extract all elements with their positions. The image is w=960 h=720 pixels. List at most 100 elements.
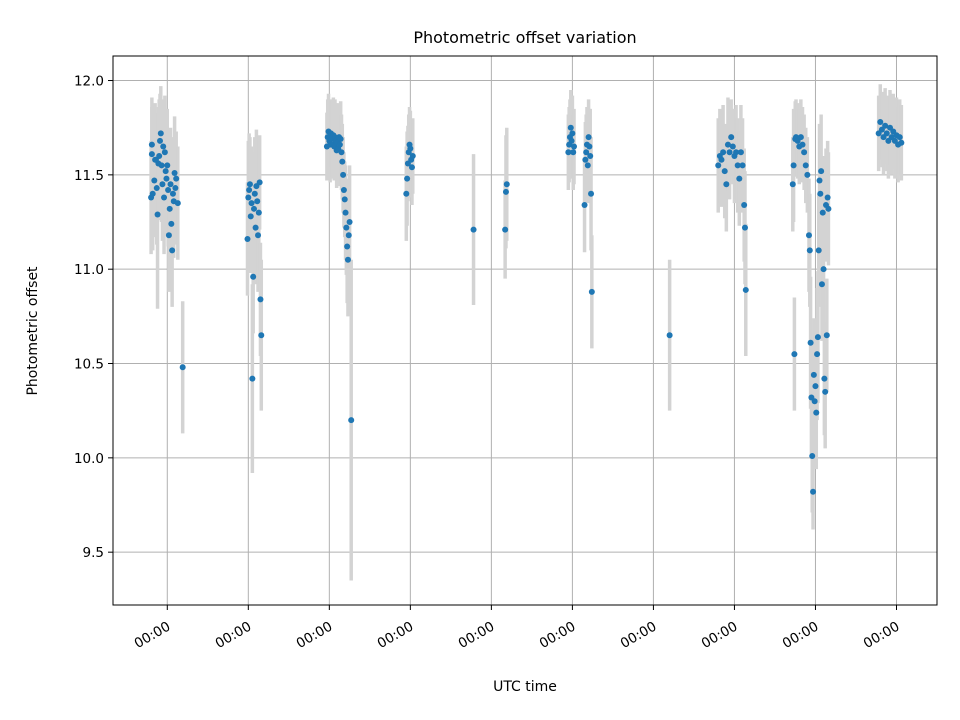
data-point xyxy=(811,398,818,405)
data-point xyxy=(341,196,348,203)
data-point xyxy=(246,181,253,188)
data-point xyxy=(567,124,574,131)
data-point xyxy=(339,158,346,165)
data-point xyxy=(165,186,172,193)
data-point xyxy=(503,181,510,188)
data-point xyxy=(171,169,178,176)
data-point xyxy=(337,136,344,143)
data-point xyxy=(336,141,343,148)
data-point xyxy=(571,143,578,150)
data-point xyxy=(736,175,743,182)
data-point xyxy=(816,177,823,184)
data-point xyxy=(246,186,253,193)
y-tick-label: 10.5 xyxy=(74,357,104,373)
data-point xyxy=(255,209,262,216)
data-point xyxy=(898,139,905,146)
data-point xyxy=(174,200,181,207)
data-point xyxy=(409,152,416,159)
data-point xyxy=(728,134,735,141)
data-point xyxy=(877,119,884,126)
data-point xyxy=(179,364,186,371)
data-point xyxy=(729,143,736,150)
data-point xyxy=(407,145,414,152)
data-point xyxy=(173,175,180,182)
data-point xyxy=(338,149,345,156)
data-point xyxy=(148,151,155,158)
data-point xyxy=(344,256,351,263)
data-point xyxy=(404,175,411,182)
data-point xyxy=(169,247,176,254)
data-point xyxy=(470,226,477,233)
data-point xyxy=(149,190,156,197)
data-point xyxy=(565,149,572,156)
data-point xyxy=(247,213,254,220)
data-point xyxy=(168,220,175,227)
data-point xyxy=(340,186,347,193)
data-point xyxy=(588,190,595,197)
y-tick-label: 12.0 xyxy=(74,74,104,90)
data-point xyxy=(252,224,259,231)
data-point xyxy=(814,351,821,358)
data-point xyxy=(569,130,576,137)
y-axis-ticks: 9.5 10.0 10.5 11.0 11.5 12.0 xyxy=(74,74,113,561)
data-point xyxy=(809,452,816,459)
data-point xyxy=(161,149,168,156)
data-point xyxy=(250,205,257,212)
y-axis-label: Photometric offset xyxy=(25,266,41,396)
data-point xyxy=(256,179,263,186)
data-point xyxy=(159,181,166,188)
data-point xyxy=(345,232,352,239)
data-point xyxy=(257,296,264,303)
data-point xyxy=(346,219,353,226)
data-point xyxy=(250,273,257,280)
data-point xyxy=(815,247,822,254)
data-point xyxy=(734,162,741,169)
data-point xyxy=(167,181,174,188)
data-point xyxy=(883,130,890,137)
data-point xyxy=(166,205,173,212)
data-point xyxy=(164,162,171,169)
y-tick-label: 11.0 xyxy=(74,262,104,278)
data-point xyxy=(157,130,164,137)
data-point xyxy=(824,194,831,201)
data-point xyxy=(160,143,167,150)
data-point xyxy=(821,375,828,382)
data-point xyxy=(162,168,169,175)
chart-title: Photometric offset variation xyxy=(413,28,636,47)
data-points xyxy=(148,119,905,495)
data-point xyxy=(742,286,749,293)
data-point xyxy=(813,409,820,416)
x-axis-label: UTC time xyxy=(493,679,557,695)
data-point xyxy=(810,488,817,495)
data-point xyxy=(801,149,808,156)
data-point xyxy=(789,181,796,188)
data-point xyxy=(153,185,160,192)
data-point xyxy=(583,149,590,156)
data-point xyxy=(739,162,746,169)
data-point xyxy=(156,152,163,159)
data-point xyxy=(344,243,351,250)
data-point xyxy=(797,134,804,141)
data-point xyxy=(244,236,251,242)
data-point xyxy=(570,149,577,156)
data-point xyxy=(258,332,265,339)
data-point xyxy=(502,188,509,195)
data-point xyxy=(581,202,588,209)
data-point xyxy=(733,149,740,156)
data-point xyxy=(343,224,350,231)
plot-area-frame xyxy=(112,55,938,606)
y-tick-label: 9.5 xyxy=(83,545,104,561)
data-point xyxy=(255,232,262,239)
data-point xyxy=(723,181,730,188)
data-point xyxy=(741,224,748,231)
data-point xyxy=(148,141,155,148)
data-point xyxy=(807,339,814,346)
data-point xyxy=(156,137,163,144)
data-point xyxy=(154,211,161,218)
data-point xyxy=(817,190,824,197)
data-point xyxy=(823,332,830,339)
data-point xyxy=(810,371,817,378)
data-point xyxy=(822,388,829,395)
data-point xyxy=(818,281,825,288)
data-point xyxy=(720,149,727,156)
